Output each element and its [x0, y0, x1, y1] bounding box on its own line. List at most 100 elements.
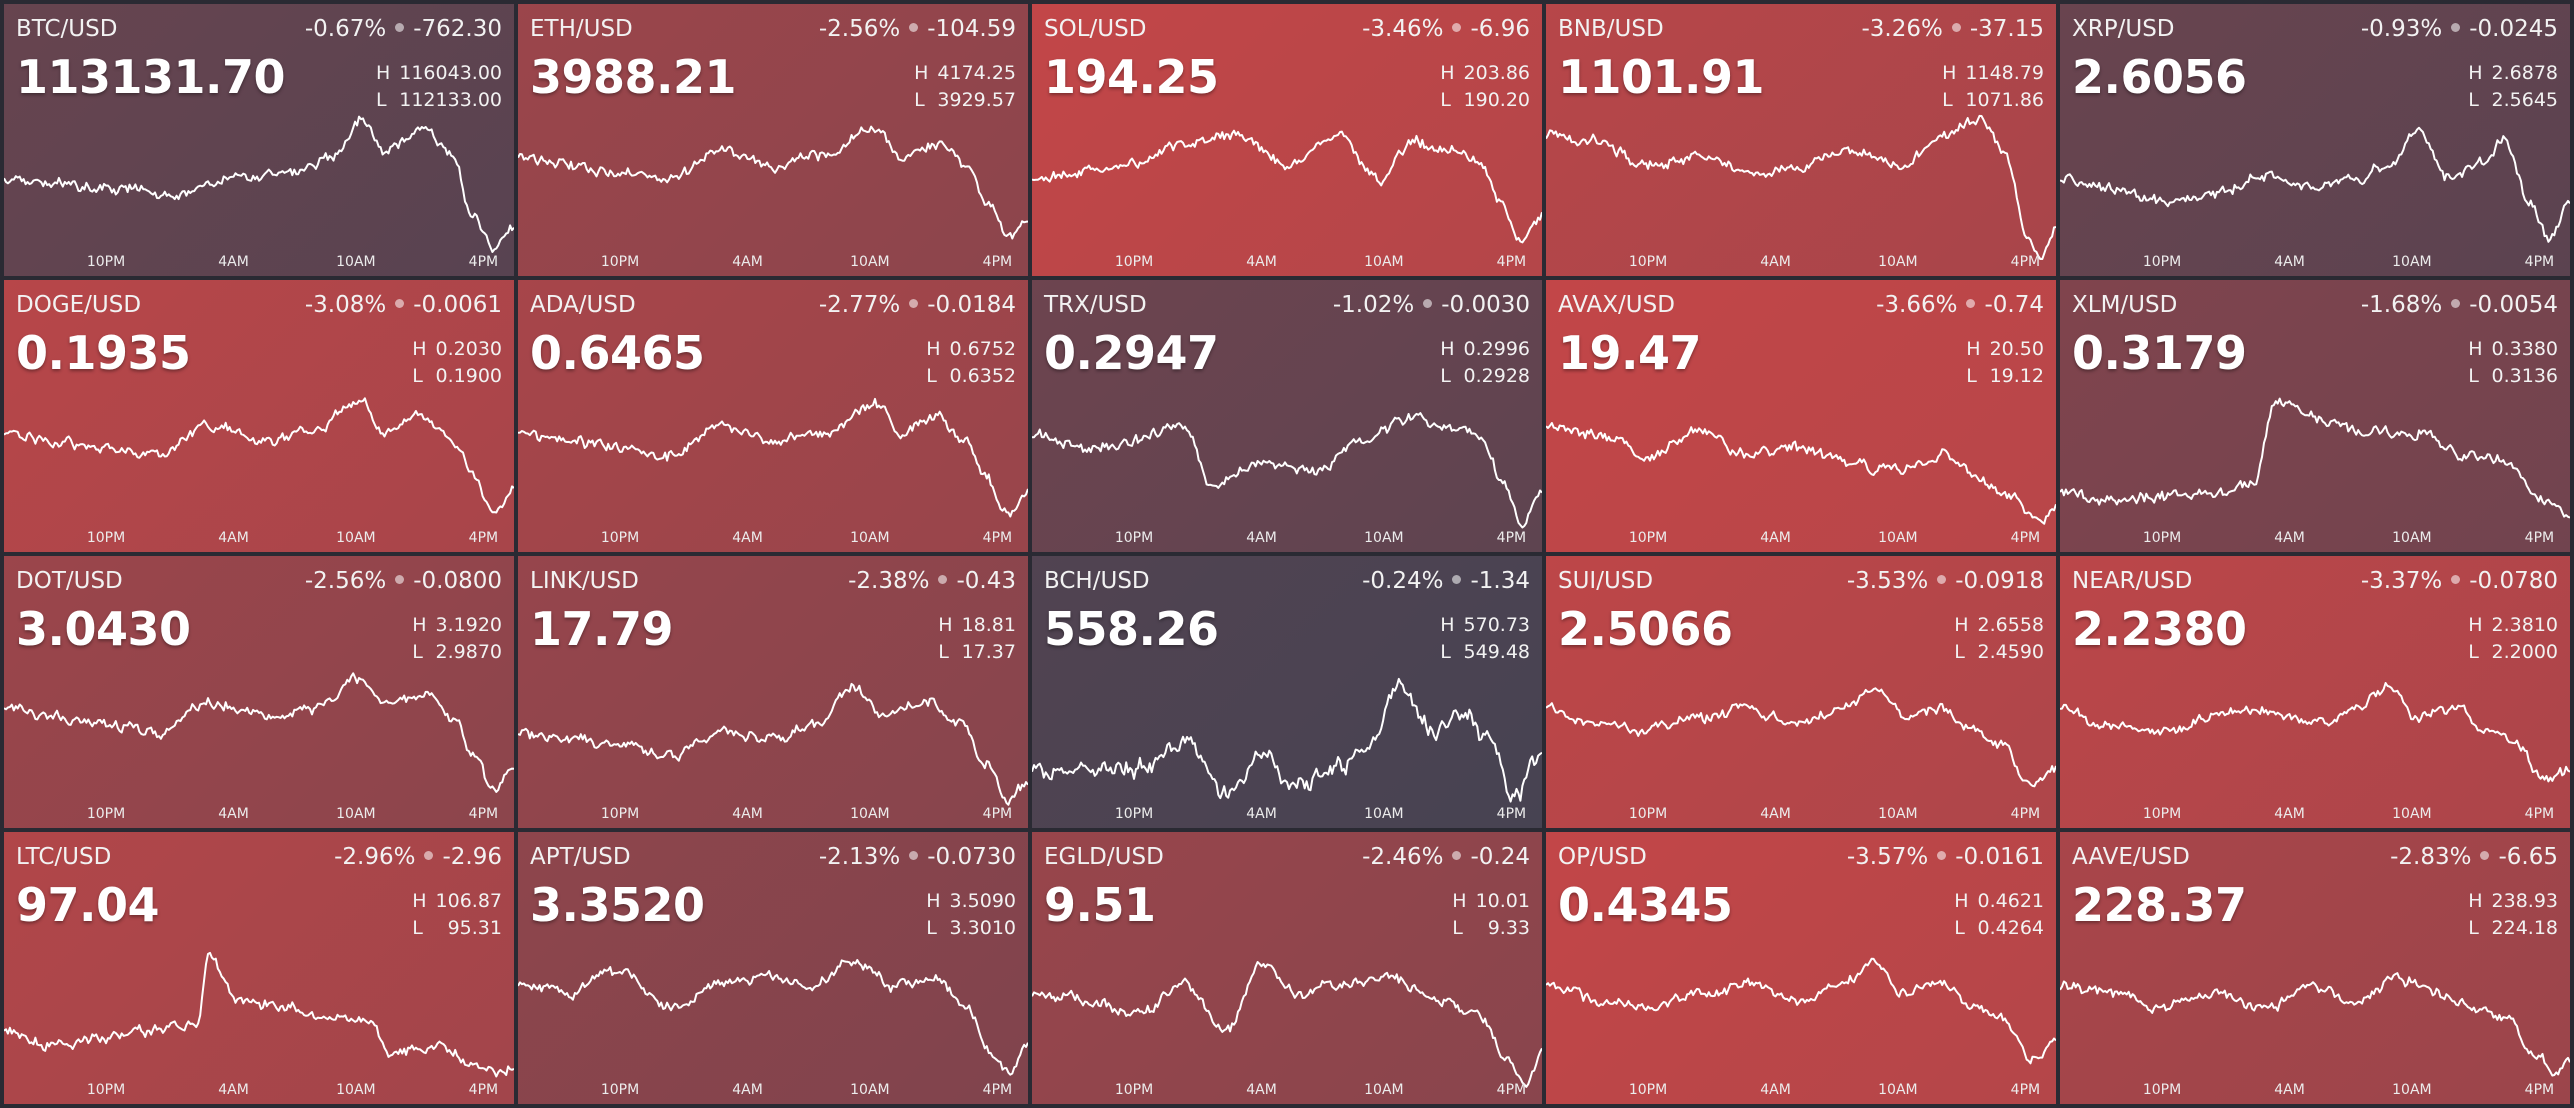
pair-label: BCH/USD	[1044, 568, 1150, 594]
sparkline-line	[1032, 412, 1542, 529]
price-value: 2.6056	[2072, 50, 2247, 104]
axis-label-4pm: 4PM	[468, 254, 499, 270]
axis-label-4pm: 4PM	[2010, 254, 2041, 270]
ticker-tile-eth[interactable]: ETH/USD -2.56% -104.59 3988.21 H 4174.25 L…	[518, 4, 1028, 276]
percent-change: -3.46%	[1362, 16, 1444, 42]
axis-label-4am: 4AM	[2274, 806, 2305, 822]
percent-change: -1.02%	[1332, 292, 1415, 318]
high-low-box: H 2.6558 L 2.4590	[1954, 612, 2044, 666]
change-readout: -2.13% -0.0730	[819, 844, 1016, 870]
percent-change: -0.67%	[304, 16, 387, 42]
low-value: 3929.57	[937, 89, 1016, 111]
ticker-tile-ltc[interactable]: LTC/USD -2.96% -2.96 97.04 H 106.87 L 95.31…	[4, 832, 514, 1104]
change-readout: -3.57% -0.0161	[1847, 844, 2044, 870]
pair-label: ADA/USD	[530, 292, 636, 318]
ticker-tile-xlm[interactable]: XLM/USD -1.68% -0.0054 0.3179 H 0.3380 L 0.…	[2060, 280, 2570, 552]
axis-label-10am: 10AM	[2392, 530, 2432, 546]
percent-change: -3.66%	[1876, 292, 1958, 318]
low-value: 1071.86	[1965, 89, 2044, 111]
absolute-change: -762.30	[413, 16, 502, 42]
low-key: L	[1440, 89, 1451, 111]
axis-label-10am: 10AM	[850, 254, 890, 270]
change-readout: -3.37% -0.0780	[2361, 568, 2558, 594]
high-low-box: H 0.3380 L 0.3136	[2468, 336, 2558, 390]
ticker-tile-aave[interactable]: AAVE/USD -2.83% -6.65 228.37 H 238.93 L 224…	[2060, 832, 2570, 1104]
time-axis: 10PM 4AM 10AM 4PM	[2060, 806, 2570, 824]
sparkline-line	[4, 115, 514, 253]
low-value: 2.9870	[435, 641, 502, 663]
high-key: H	[375, 62, 391, 84]
percent-change: -2.56%	[304, 568, 387, 594]
high-value: 203.86	[1463, 62, 1530, 84]
high-key: H	[412, 890, 427, 912]
ticker-tile-bch[interactable]: BCH/USD -0.24% -1.34 558.26 H 570.73 L 549.…	[1032, 556, 1542, 828]
time-axis: 10PM 4AM 10AM 4PM	[1032, 254, 1542, 272]
high-key: H	[938, 614, 953, 636]
change-readout: -3.46% -6.96	[1362, 16, 1530, 42]
axis-label-10pm: 10PM	[86, 1082, 126, 1098]
high-low-box: H 2.6878 L 2.5645	[2468, 60, 2558, 114]
low-key: L	[1954, 641, 1965, 663]
axis-label-10pm: 10PM	[2142, 806, 2182, 822]
low-value: 549.48	[1463, 641, 1530, 663]
axis-label-10pm: 10PM	[1114, 530, 1154, 546]
ticker-tile-xrp[interactable]: XRP/USD -0.93% -0.0245 2.6056 H 2.6878 L 2.…	[2060, 4, 2570, 276]
absolute-change: -1.34	[1470, 568, 1530, 594]
low-key: L	[914, 89, 925, 111]
axis-label-4pm: 4PM	[2010, 806, 2041, 822]
low-key: L	[926, 917, 937, 939]
sparkline-chart	[1032, 961, 1542, 1088]
high-low-box: H 0.2996 L 0.2928	[1440, 336, 1530, 390]
ticker-tile-egld[interactable]: EGLD/USD -2.46% -0.24 9.51 H 10.01 L 9.33 1…	[1032, 832, 1542, 1104]
high-key: H	[1440, 614, 1455, 636]
time-axis: 10PM 4AM 10AM 4PM	[518, 530, 1028, 548]
price-value: 17.79	[530, 602, 674, 656]
sparkline-chart	[2060, 397, 2570, 519]
ticker-tile-btc[interactable]: BTC/USD -0.67% -762.30 113131.70 H 116043.…	[4, 4, 514, 276]
percent-change: -2.13%	[818, 844, 901, 870]
sparkline-line	[1546, 422, 2056, 525]
axis-label-10pm: 10PM	[1628, 806, 1668, 822]
high-key: H	[1440, 338, 1455, 360]
price-value: 9.51	[1044, 878, 1156, 932]
sparkline-chart	[2060, 682, 2570, 783]
axis-label-4pm: 4PM	[2524, 806, 2555, 822]
ticker-tile-avax[interactable]: AVAX/USD -3.66% -0.74 19.47 H 20.50 L 19.12…	[1546, 280, 2056, 552]
high-value: 10.01	[1475, 890, 1530, 912]
axis-label-10am: 10AM	[1364, 806, 1404, 822]
ticker-tile-sui[interactable]: SUI/USD -3.53% -0.0918 2.5066 H 2.6558 L 2.…	[1546, 556, 2056, 828]
ticker-tile-apt[interactable]: APT/USD -2.13% -0.0730 3.3520 H 3.5090 L 3.…	[518, 832, 1028, 1104]
time-axis: 10PM 4AM 10AM 4PM	[1546, 806, 2056, 824]
ticker-tile-trx[interactable]: TRX/USD -1.02% -0.0030 0.2947 H 0.2996 L 0.…	[1032, 280, 1542, 552]
axis-label-4pm: 4PM	[982, 530, 1013, 546]
ticker-tile-dot[interactable]: DOT/USD -2.56% -0.0800 3.0430 H 3.1920 L 2.…	[4, 556, 514, 828]
axis-label-4am: 4AM	[1760, 530, 1791, 546]
axis-label-4pm: 4PM	[1496, 806, 1527, 822]
low-value: 19.12	[1989, 365, 2044, 387]
time-axis: 10PM 4AM 10AM 4PM	[1546, 1082, 2056, 1100]
price-value: 113131.70	[16, 50, 286, 104]
absolute-change: -104.59	[927, 16, 1016, 42]
high-key: H	[412, 614, 427, 636]
low-value: 0.2928	[1463, 365, 1530, 387]
percent-change: -2.38%	[848, 568, 930, 594]
time-axis: 10PM 4AM 10AM 4PM	[1546, 530, 2056, 548]
separator-dot-icon	[1937, 575, 1947, 584]
sparkline-line	[2060, 972, 2570, 1077]
separator-dot-icon	[1452, 575, 1462, 584]
ticker-tile-ada[interactable]: ADA/USD -2.77% -0.0184 0.6465 H 0.6752 L 0.…	[518, 280, 1028, 552]
separator-dot-icon	[395, 575, 405, 584]
low-value: 190.20	[1463, 89, 1530, 111]
high-low-box: H 2.3810 L 2.2000	[2468, 612, 2558, 666]
high-key: H	[2468, 62, 2483, 84]
ticker-tile-link[interactable]: LINK/USD -2.38% -0.43 17.79 H 18.81 L 17.37…	[518, 556, 1028, 828]
ticker-tile-sol[interactable]: SOL/USD -3.46% -6.96 194.25 H 203.86 L 190.…	[1032, 4, 1542, 276]
pair-label: DOGE/USD	[16, 292, 142, 318]
axis-label-10am: 10AM	[1878, 1082, 1918, 1098]
ticker-tile-op[interactable]: OP/USD -3.57% -0.0161 0.4345 H 0.4621 L 0.4…	[1546, 832, 2056, 1104]
axis-label-10am: 10AM	[336, 254, 376, 270]
high-value: 116043.00	[399, 62, 502, 84]
